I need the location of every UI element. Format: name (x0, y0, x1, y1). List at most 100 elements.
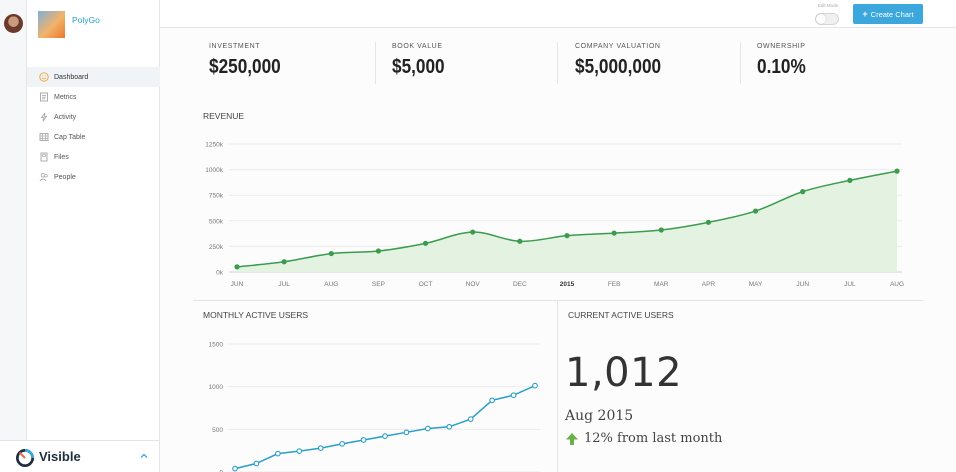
brand-name: Visible (39, 449, 81, 464)
edit-mode-label: Edit Mode (817, 3, 839, 8)
revenue-x-tick: JUL (844, 281, 856, 288)
stats-row: Investment $250,000 Book Value $5,000 Co… (194, 40, 954, 96)
revenue-x-tick: MAY (749, 281, 763, 288)
mau-point (425, 425, 431, 432)
stat-label: Company Valuation (575, 43, 661, 50)
mau-y-tick: 1000 (209, 384, 224, 391)
revenue-x-tick: FEB (608, 281, 621, 288)
mau-chart[interactable]: 0 500 1000 1500 (195, 336, 545, 472)
revenue-x-tick: MAR (654, 281, 669, 288)
sidebar-item-label: Cap Table (54, 133, 86, 141)
revenue-point (611, 230, 617, 236)
stat-investment: Investment $250,000 (209, 40, 292, 90)
edit-mode-toggle[interactable] (815, 13, 839, 25)
mau-title: MONTHLY ACTIVE USERS (203, 310, 309, 320)
revenue-point (752, 208, 759, 214)
revenue-point (517, 238, 523, 244)
mau-point (360, 437, 367, 443)
revenue-point (470, 229, 476, 235)
mau-point (253, 460, 260, 467)
stat-value: 0.10% (757, 56, 806, 78)
stat-label: Book Value (392, 43, 443, 50)
revenue-point (328, 250, 334, 257)
table-icon (38, 132, 49, 143)
sidebar-item-label: People (54, 173, 76, 181)
sidebar-nav: Dashboard Metrics Activity Cap Table Fil… (27, 67, 160, 187)
left-rail (0, 0, 27, 440)
sidebar-item-label: Files (54, 153, 69, 161)
revenue-point (847, 177, 853, 183)
edit-mode-control: Edit Mode (813, 3, 843, 26)
files-icon (38, 152, 49, 163)
visible-logo-icon (16, 449, 34, 467)
mau-point (317, 445, 324, 451)
revenue-x-tick: DEC (513, 281, 527, 288)
stat-divider (740, 42, 741, 84)
stat-divider (375, 42, 376, 84)
people-icon (38, 172, 49, 183)
mau-point (296, 448, 303, 454)
mau-y-tick: 0 (219, 470, 223, 472)
mau-point (467, 416, 474, 422)
revenue-y-tick: 1000k (205, 167, 223, 174)
user-avatar[interactable] (4, 14, 23, 33)
revenue-point (800, 189, 806, 195)
revenue-x-tick: SEP (372, 281, 385, 288)
stat-company-valuation: Company Valuation $5,000,000 (575, 40, 675, 90)
create-chart-label: Create Chart (870, 9, 914, 19)
mau-point (232, 465, 238, 472)
revenue-x-tick: AUG (890, 281, 904, 288)
arrow-up-icon (566, 432, 578, 445)
chevron-up-icon[interactable] (139, 451, 149, 461)
company-logo[interactable] (38, 11, 65, 38)
stat-divider (557, 42, 558, 84)
sidebar-item-label: Activity (54, 113, 77, 121)
cau-title: CURRENT ACTIVE USERS (568, 310, 674, 320)
mau-point (275, 450, 281, 457)
revenue-point (705, 219, 712, 225)
toggle-knob (816, 14, 826, 24)
sidebar-item-files[interactable]: Files (27, 147, 160, 167)
current-active-users-change: 12% from last month (565, 431, 722, 446)
sidebar: PolyGo Dashboard Metrics Activity Cap Ta… (27, 0, 160, 440)
revenue-point (234, 264, 240, 270)
mau-y-tick: 1500 (209, 342, 224, 349)
revenue-x-tick: NOV (466, 281, 481, 288)
sidebar-item-activity[interactable]: Activity (27, 107, 160, 127)
revenue-chart[interactable]: 0k 250k 500k 750k 1000k 1250k JUN JUL AUG SEP OCT N… (197, 134, 917, 296)
current-active-users-period: Aug 2015 (565, 408, 634, 424)
revenue-x-tick: JUN (796, 281, 809, 288)
stat-book-value: Book Value $5,000 (392, 40, 453, 90)
revenue-title: REVENUE (203, 111, 245, 121)
mau-point (510, 392, 517, 399)
smiley-icon (38, 72, 49, 83)
revenue-x-tick: 2015 (560, 281, 575, 288)
sidebar-item-cap-table[interactable]: Cap Table (27, 127, 160, 147)
sidebar-item-dashboard[interactable]: Dashboard (27, 67, 160, 87)
mau-point (339, 440, 345, 447)
brand-footer: Visible (0, 440, 160, 472)
mau-point (403, 429, 410, 436)
sidebar-item-label: Metrics (54, 93, 77, 101)
sidebar-item-metrics[interactable]: Metrics (27, 87, 160, 107)
revenue-area (237, 171, 897, 272)
current-active-users-value: 1,012 (565, 350, 683, 396)
stat-value: $5,000 (392, 56, 445, 78)
revenue-y-tick: 250k (209, 244, 224, 251)
change-text: 12% from last month (584, 431, 723, 446)
company-name[interactable]: PolyGo (72, 15, 100, 25)
stat-label: Ownership (757, 43, 806, 50)
panel-divider (557, 301, 558, 472)
revenue-point (422, 240, 429, 246)
metrics-icon (38, 92, 49, 103)
revenue-x-tick: OCT (419, 281, 433, 288)
revenue-x-tick: JUN (231, 281, 244, 288)
revenue-y-tick: 1250k (205, 142, 223, 149)
create-chart-button[interactable]: + Create Chart (853, 4, 923, 24)
mau-point (446, 423, 453, 430)
revenue-point (281, 259, 287, 265)
mau-y-tick: 500 (212, 427, 223, 434)
revenue-point (894, 168, 900, 174)
sidebar-item-people[interactable]: People (27, 167, 160, 187)
stat-label: Investment (209, 43, 261, 50)
